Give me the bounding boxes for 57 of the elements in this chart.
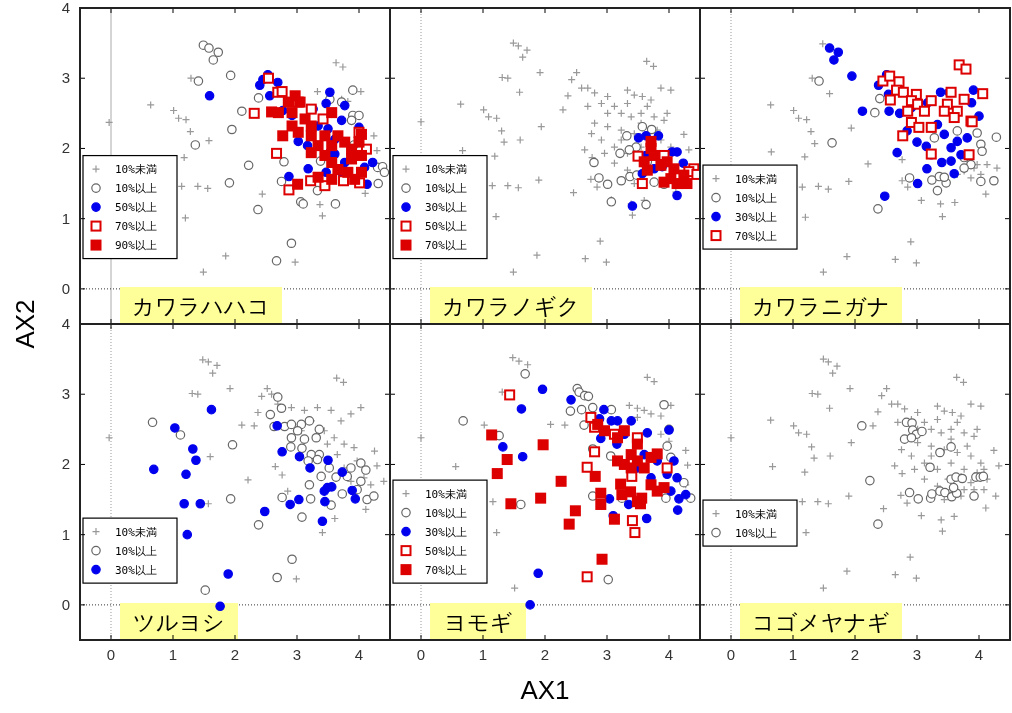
legend-label: 70%以上 bbox=[425, 563, 467, 577]
x-tick-label: 4 bbox=[354, 646, 364, 663]
legend-label: 70%以上 bbox=[115, 220, 157, 234]
text: コゴメヤナギ bbox=[752, 610, 890, 635]
x-axis-title: AX1 bbox=[520, 675, 570, 705]
legend-label: 70%以上 bbox=[735, 229, 777, 243]
y-tick-label: 4 bbox=[61, 315, 70, 332]
legend-label: 50%以上 bbox=[425, 544, 467, 558]
x-tick-label: 2 bbox=[230, 646, 240, 663]
y-tick-label: 3 bbox=[61, 69, 70, 87]
y-axis-title: AX2 bbox=[10, 299, 40, 349]
y-tick-label: 4 bbox=[61, 0, 70, 16]
legend-label: 10%以上 bbox=[735, 526, 777, 540]
legend-label: 30%以上 bbox=[735, 210, 777, 224]
text: カワラハハコ bbox=[132, 294, 270, 319]
legend-label: 30%以上 bbox=[425, 525, 467, 539]
x-tick-label: 1 bbox=[788, 646, 798, 663]
x-tick-label: 3 bbox=[912, 646, 922, 663]
x-tick-label: 4 bbox=[664, 646, 674, 663]
y-tick-label: 2 bbox=[61, 455, 70, 473]
legend-label: 50%以上 bbox=[115, 201, 157, 215]
x-tick-label: 0 bbox=[726, 646, 736, 663]
text: ヨモギ bbox=[443, 610, 513, 635]
legend-label: 70%以上 bbox=[425, 239, 467, 253]
legend-label: 90%以上 bbox=[115, 239, 157, 253]
legend-label: 10%未満 bbox=[425, 163, 467, 177]
legend-label: 30%以上 bbox=[425, 201, 467, 215]
x-tick-label: 1 bbox=[168, 646, 178, 663]
legend-label: 10%未満 bbox=[115, 163, 157, 177]
y-tick-label: 3 bbox=[61, 385, 70, 403]
legend-label: 10%未満 bbox=[735, 172, 777, 186]
x-tick-label: 2 bbox=[540, 646, 550, 663]
x-tick-label: 4 bbox=[974, 646, 984, 663]
legend-label: 10%未満 bbox=[115, 525, 157, 539]
text: カワラノギク bbox=[442, 294, 580, 319]
legend-label: 10%以上 bbox=[425, 182, 467, 196]
legend-label: 10%未満 bbox=[735, 507, 777, 521]
legend-label: 10%未満 bbox=[425, 487, 467, 501]
x-tick-label: 0 bbox=[416, 646, 426, 663]
text: カワラニガナ bbox=[752, 294, 890, 319]
x-tick-label: 1 bbox=[478, 646, 488, 663]
y-tick-label: 0 bbox=[61, 595, 70, 613]
x-tick-label: 2 bbox=[850, 646, 860, 663]
y-tick-label: 1 bbox=[61, 209, 70, 227]
y-tick-label: 1 bbox=[61, 525, 70, 543]
legend-label: 30%以上 bbox=[115, 563, 157, 577]
x-tick-label: 3 bbox=[602, 646, 612, 663]
text: ツルヨシ bbox=[133, 610, 225, 635]
legend-label: 10%以上 bbox=[735, 191, 777, 205]
y-tick-label: 0 bbox=[61, 279, 70, 297]
x-tick-label: 3 bbox=[292, 646, 302, 663]
legend-label: 50%以上 bbox=[425, 220, 467, 234]
legend-label: 10%以上 bbox=[425, 506, 467, 520]
x-tick-label: 0 bbox=[106, 646, 116, 663]
legend-label: 10%以上 bbox=[115, 182, 157, 196]
y-tick-label: 2 bbox=[61, 139, 70, 157]
legend-label: 10%以上 bbox=[115, 544, 157, 558]
